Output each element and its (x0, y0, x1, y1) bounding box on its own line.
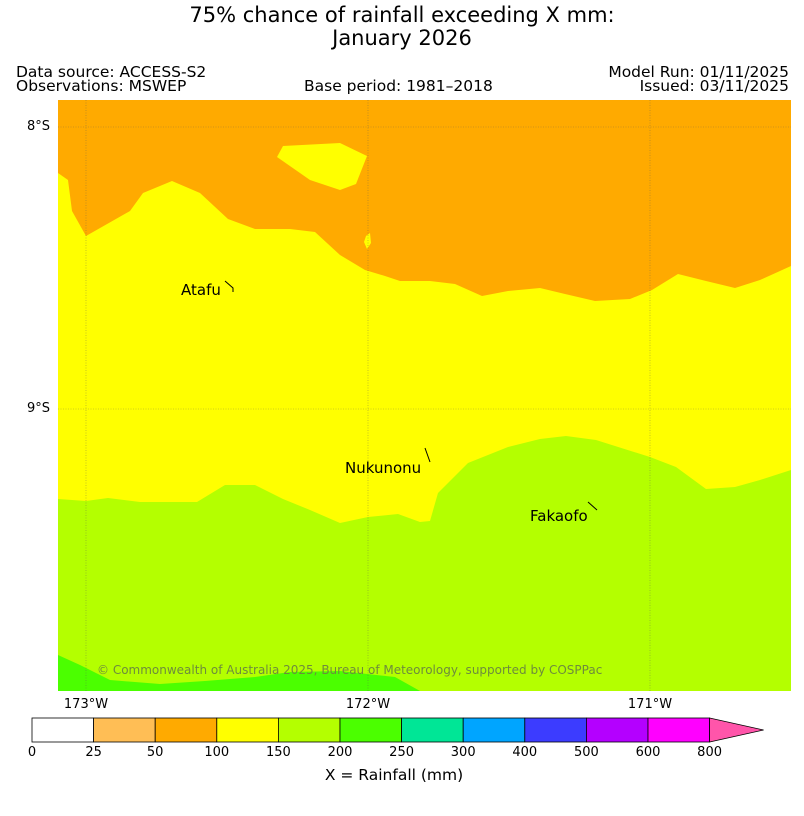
colorbar-tick-label: 50 (146, 745, 164, 760)
colorbar-tick-label: 250 (389, 745, 415, 760)
rain-band-50-100 (58, 100, 791, 301)
colorbar-tick-label: 400 (512, 745, 538, 760)
rain-patch-100-150 (277, 143, 367, 190)
place-label-nukunonu: Nukunonu (345, 459, 422, 477)
atafu-island-mark (224, 280, 234, 292)
island-marks (224, 280, 598, 511)
base-period: Base period: 1981–2018 (304, 77, 493, 95)
nukunonu-island-mark (424, 447, 431, 463)
fakaofo-island-mark (587, 501, 598, 511)
map-title-line2: January 2026 (332, 26, 472, 50)
colorbar-tick-label: 0 (27, 745, 37, 760)
colorbar-tick-label: 500 (573, 745, 599, 760)
colorbar-tick-label: 300 (450, 745, 476, 760)
copyright-notice: © Commonwealth of Australia 2025, Bureau… (97, 663, 603, 677)
place-label-atafu: Atafu (181, 281, 221, 299)
lon-label-172w: 172°W (345, 697, 391, 712)
colorbar-tick-label: 150 (265, 745, 291, 760)
colorbar-tick-label: 100 (204, 745, 230, 760)
colorbar-title: X = Rainfall (mm) (324, 766, 464, 784)
map-title-line1: 75% chance of rainfall exceeding X mm: (189, 3, 615, 27)
lon-label-171w: 171°W (627, 697, 673, 712)
issued-date: Issued: 03/11/2025 (639, 77, 789, 95)
observations: Observations: MSWEP (16, 77, 187, 95)
data-source: Data source: ACCESS-S2 (16, 63, 207, 81)
colorbar-tick-label: 200 (327, 745, 353, 760)
lat-label-8s: 8°S (27, 119, 51, 134)
model-run: Model Run: 01/11/2025 (608, 63, 789, 81)
colorbar-tick-label: 600 (635, 745, 661, 760)
lat-label-9s: 9°S (27, 401, 51, 416)
rain-band-200-250 (58, 655, 420, 691)
lon-label-173w: 173°W (63, 697, 109, 712)
colorbar-tick-label: 800 (697, 745, 723, 760)
graticule (58, 100, 791, 691)
rain-patch-small (364, 233, 371, 249)
colorbar-tick-label: 25 (85, 745, 102, 760)
place-label-fakaofo: Fakaofo (530, 507, 588, 525)
